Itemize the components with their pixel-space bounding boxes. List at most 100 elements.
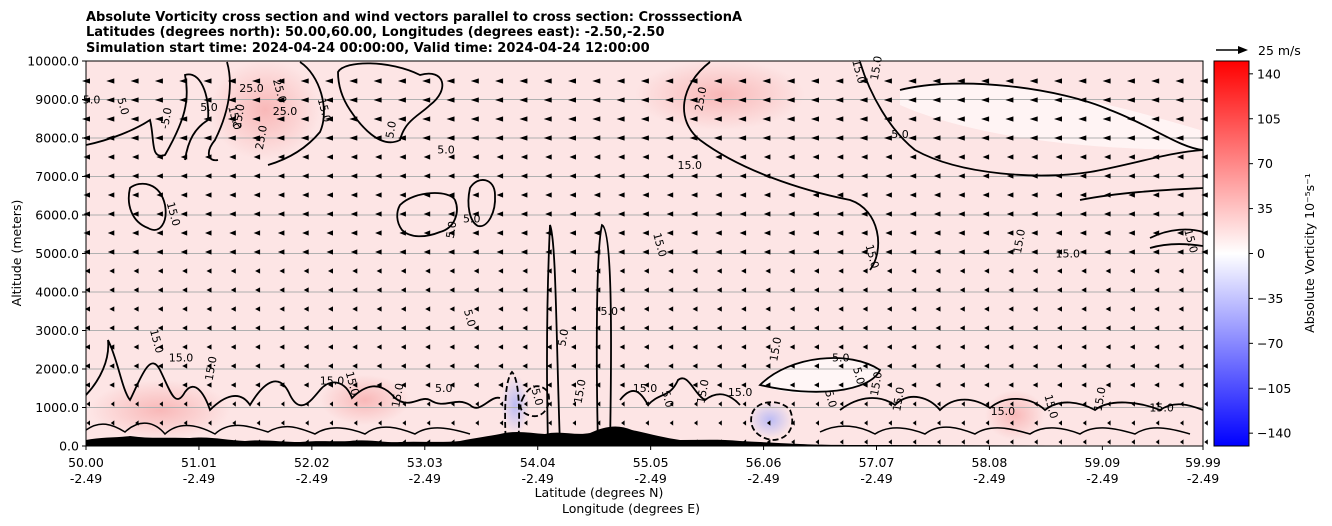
wind-vector-466 [643, 325, 649, 331]
wind-vector-346 [498, 325, 504, 331]
contour-label-26: 15.0 [1011, 228, 1028, 254]
wind-vector-247 [376, 306, 382, 312]
wind-vector-295 [423, 154, 431, 160]
wind-vector-293 [423, 192, 431, 198]
wind-vector-95 [180, 154, 188, 160]
wind-vector-782 [1034, 401, 1038, 407]
contour-label-15: 5.0 [463, 213, 481, 226]
wind-vector-510 [691, 249, 698, 255]
wind-vector-525 [716, 344, 722, 350]
wind-vector-711 [934, 230, 941, 236]
wind-vector-336 [470, 135, 479, 141]
wind-vector-454 [618, 173, 625, 179]
wind-vector-450 [618, 249, 625, 255]
wind-vector-370 [520, 249, 528, 255]
x-tick-lon-1: -2.49 [183, 471, 215, 486]
wind-vector-170 [277, 249, 285, 255]
wind-vector-472 [642, 211, 649, 217]
wind-vector-40 [135, 439, 139, 445]
wind-vector-488 [668, 287, 674, 293]
wind-vector-406 [571, 325, 576, 331]
contour-neg-c [750, 401, 794, 441]
y-tick-label-1: 1000.0 [35, 400, 79, 415]
wind-vector-32 [107, 211, 115, 217]
wind-vector-926 [1202, 325, 1208, 331]
wind-vector-193 [302, 192, 309, 198]
wind-vector-407 [571, 306, 576, 312]
wind-vector-172 [277, 211, 285, 217]
wind-vector-514 [691, 173, 698, 179]
wind-vector-52 [132, 211, 139, 217]
wind-vector-100 [208, 439, 212, 445]
wind-vector-380 [548, 439, 552, 445]
wind-vector-177 [276, 116, 285, 122]
wind-vector-399 [543, 78, 552, 84]
wind-vector-895 [1152, 154, 1160, 160]
wind-vector-83 [182, 382, 188, 388]
wind-vector-645 [862, 344, 868, 350]
wind-vector-531 [715, 230, 722, 236]
contour-label-11: 5.0 [383, 120, 399, 139]
contour-label-50: 15.0 [1092, 386, 1109, 412]
wind-vector-7 [85, 306, 90, 312]
wind-vector-165 [279, 344, 285, 350]
contour-15-m [819, 425, 1191, 435]
contour-label-44: 15.0 [695, 378, 712, 404]
wind-vector-189 [303, 268, 309, 274]
wind-vector-632 [836, 211, 844, 217]
wind-vector-916 [1175, 135, 1184, 141]
wind-vector-271 [399, 230, 406, 236]
wind-vector-141 [256, 420, 261, 426]
colorbar-tick-label-1: 105 [1257, 111, 1281, 126]
wind-vector-604 [814, 363, 819, 369]
wind-vector-591 [788, 230, 795, 236]
contour-label-8: 25.0 [253, 124, 270, 150]
wind-vector-493 [666, 192, 674, 198]
wind-vector-314 [448, 173, 455, 179]
wind-vector-640 [864, 439, 868, 445]
wind-vector-878 [1126, 97, 1135, 103]
wind-vector-614 [812, 173, 819, 179]
wind-vector-279 [397, 78, 406, 84]
wind-vector-731 [958, 230, 965, 236]
wind-vector-620 [839, 439, 844, 445]
wind-vector-98 [179, 97, 188, 103]
wind-vector-99 [179, 78, 188, 84]
contour-label-47: 15.0 [890, 386, 907, 412]
wind-vector-409 [571, 268, 576, 274]
wind-vector-612 [812, 211, 819, 217]
contour-label-10: 15.0 [315, 97, 334, 124]
wind-vector-190 [302, 249, 309, 255]
wind-vector-36 [106, 135, 115, 141]
wind-vector-889 [1154, 268, 1160, 274]
wind-vector-491 [666, 230, 674, 236]
wind-vector-400 [572, 439, 576, 445]
wind-vector-266 [400, 325, 406, 331]
wind-vector-445 [619, 344, 625, 350]
wind-vector-492 [666, 211, 674, 217]
wind-vector-249 [376, 268, 382, 274]
wind-vector-137 [227, 116, 236, 122]
wind-vector-578 [762, 97, 771, 103]
wind-vector-596 [786, 135, 795, 141]
wind-vector-74 [156, 173, 163, 179]
wind-vector-567 [765, 306, 771, 312]
wind-vector-892 [1152, 211, 1160, 217]
wind-vector-740 [985, 439, 990, 445]
wind-vector-496 [665, 135, 674, 141]
wind-vector-157 [252, 116, 261, 122]
wind-vector-725 [959, 344, 965, 350]
wind-vector-237 [349, 116, 358, 122]
wind-vector-812 [1055, 211, 1062, 217]
wind-vector-653 [861, 192, 868, 198]
contour-label-14: 5.0 [444, 220, 460, 239]
wind-vector-471 [642, 230, 649, 236]
wind-vector-130 [229, 249, 236, 255]
wind-vector-37 [106, 116, 115, 122]
wind-vector-570 [763, 249, 771, 255]
contour-label-32: 15.0 [868, 371, 885, 397]
wind-vector-668 [886, 287, 892, 293]
wind-vector-784 [1032, 363, 1038, 369]
wind-vector-641 [864, 420, 868, 426]
wind-vector-637 [835, 116, 844, 122]
